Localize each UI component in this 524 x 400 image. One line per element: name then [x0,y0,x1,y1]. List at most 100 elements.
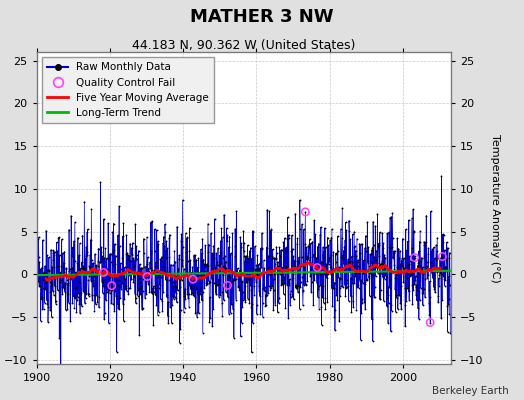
Point [170,294,179,300]
Point [34,278,42,284]
Point [374,243,383,250]
Point [298,273,307,280]
Point [292,282,301,289]
Point [208,275,216,282]
Point [159,240,167,246]
Point [266,286,275,293]
Point [350,228,358,235]
Point [65,267,73,274]
Point [286,276,294,282]
Point [299,302,307,308]
Point [104,256,113,262]
Point [420,238,428,245]
Point [282,248,290,254]
Point [194,255,203,261]
Point [372,256,380,263]
Point [385,300,393,306]
Point [169,293,177,299]
Point [234,284,243,290]
Point [352,248,360,254]
Point [255,261,263,268]
Point [344,298,353,304]
Point [269,307,278,314]
Point [157,274,165,280]
Point [124,252,132,258]
Point [109,249,117,256]
Point [323,260,331,267]
Point [314,266,322,272]
Point [161,228,169,235]
Point [178,276,186,283]
Point [60,248,69,255]
Point [245,277,253,284]
Point [315,260,324,266]
Point [115,306,124,312]
Point [69,244,77,250]
Point [103,266,112,272]
Point [292,282,300,288]
Point [436,256,445,262]
Point [213,282,221,288]
Point [52,300,60,307]
Point [153,242,161,249]
Point [271,255,280,261]
Point [258,314,267,320]
Point [252,278,260,285]
Point [312,264,321,271]
Point [70,238,78,244]
Point [81,295,90,301]
Point [326,252,335,258]
Point [417,254,425,261]
Point [209,264,217,271]
Point [225,274,234,280]
Point [220,297,228,303]
Point [432,256,441,263]
Point [298,254,306,260]
Point [270,265,279,272]
Point [72,269,80,276]
Point [388,308,396,314]
Point [340,247,348,254]
Point [220,263,228,270]
Point [199,329,207,336]
Point [437,315,445,322]
Point [224,273,232,279]
Point [300,282,308,288]
Point [154,273,162,280]
Point [188,264,196,270]
Point [304,257,313,263]
Point [282,267,291,274]
Point [147,250,156,256]
Point [99,283,107,289]
Point [355,269,363,276]
Point [248,228,257,234]
Point [259,300,267,306]
Point [78,303,86,310]
Point [147,289,155,296]
Point [273,271,281,278]
Point [261,303,269,310]
Point [433,248,441,254]
Point [73,294,82,300]
Point [189,276,197,282]
Point [87,278,95,284]
Point [131,290,139,297]
Point [198,258,206,264]
Point [324,261,333,267]
Point [336,285,344,292]
Point [400,267,409,274]
Point [230,334,238,341]
Point [245,262,253,268]
Point [303,278,312,284]
Point [52,239,61,246]
Point [353,276,361,282]
Point [316,224,325,230]
Point [219,271,227,278]
Point [124,284,133,291]
Point [171,290,180,296]
Point [287,293,295,300]
Point [86,252,94,258]
Point [408,301,417,307]
Point [277,246,286,253]
Point [247,303,256,310]
